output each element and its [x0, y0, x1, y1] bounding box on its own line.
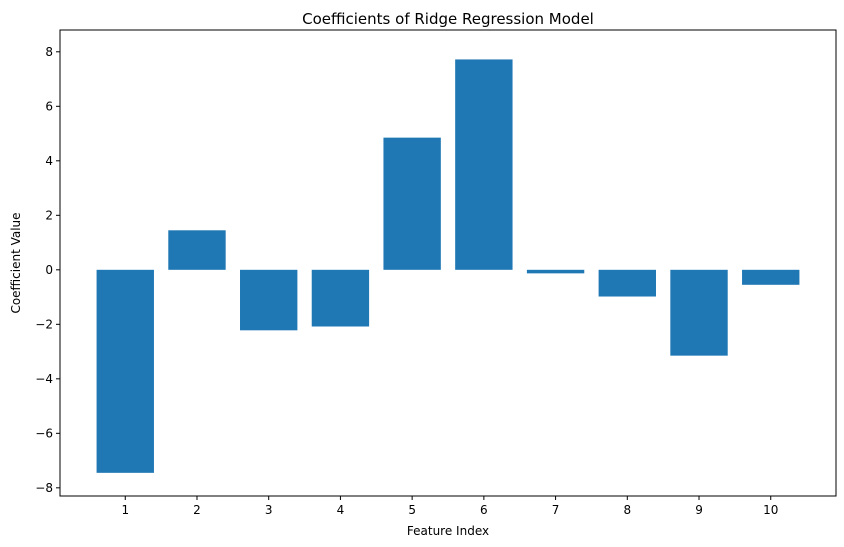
x-tick-label-6: 6: [480, 503, 488, 517]
bar-1: [96, 269, 154, 473]
y-axis-label: Coefficient Value: [9, 212, 23, 313]
x-axis: 1 2 3 4 5 6 7 8 9 10: [121, 496, 778, 517]
bar-2: [168, 230, 226, 270]
y-tick-label: −8: [35, 481, 53, 495]
x-tick-label-10: 10: [763, 503, 778, 517]
x-tick-label-3: 3: [265, 503, 273, 517]
x-tick-label-8: 8: [623, 503, 631, 517]
x-axis-label: Feature Index: [407, 524, 489, 538]
bar-6: [455, 59, 513, 270]
bar-8: [598, 269, 656, 297]
bar-10: [742, 269, 800, 285]
y-tick-label: −2: [35, 317, 53, 331]
x-tick-label-9: 9: [695, 503, 703, 517]
y-tick-label: −4: [35, 372, 53, 386]
bar-9: [670, 269, 728, 356]
plot-frame: [59, 29, 837, 497]
x-tick-label-5: 5: [408, 503, 416, 517]
bar-5: [383, 137, 441, 270]
y-tick-label: 6: [45, 99, 53, 113]
y-tick-label: 0: [45, 263, 53, 277]
y-tick-label: 8: [45, 45, 53, 59]
x-tick-label-2: 2: [193, 503, 201, 517]
chart-title: Coefficients of Ridge Regression Model: [302, 10, 594, 28]
bars-group: [96, 59, 800, 473]
x-tick-label-1: 1: [121, 503, 129, 517]
x-tick-label-4: 4: [337, 503, 345, 517]
y-tick-label: 4: [45, 154, 53, 168]
y-tick-label: 2: [45, 208, 53, 222]
bar-4: [311, 269, 370, 327]
bar-7: [526, 269, 585, 274]
x-tick-label-7: 7: [552, 503, 560, 517]
y-axis: −8 −6 −4 −2 0 2 4 6 8: [35, 45, 60, 495]
bar-3: [240, 269, 298, 331]
y-tick-label: −6: [35, 426, 53, 440]
